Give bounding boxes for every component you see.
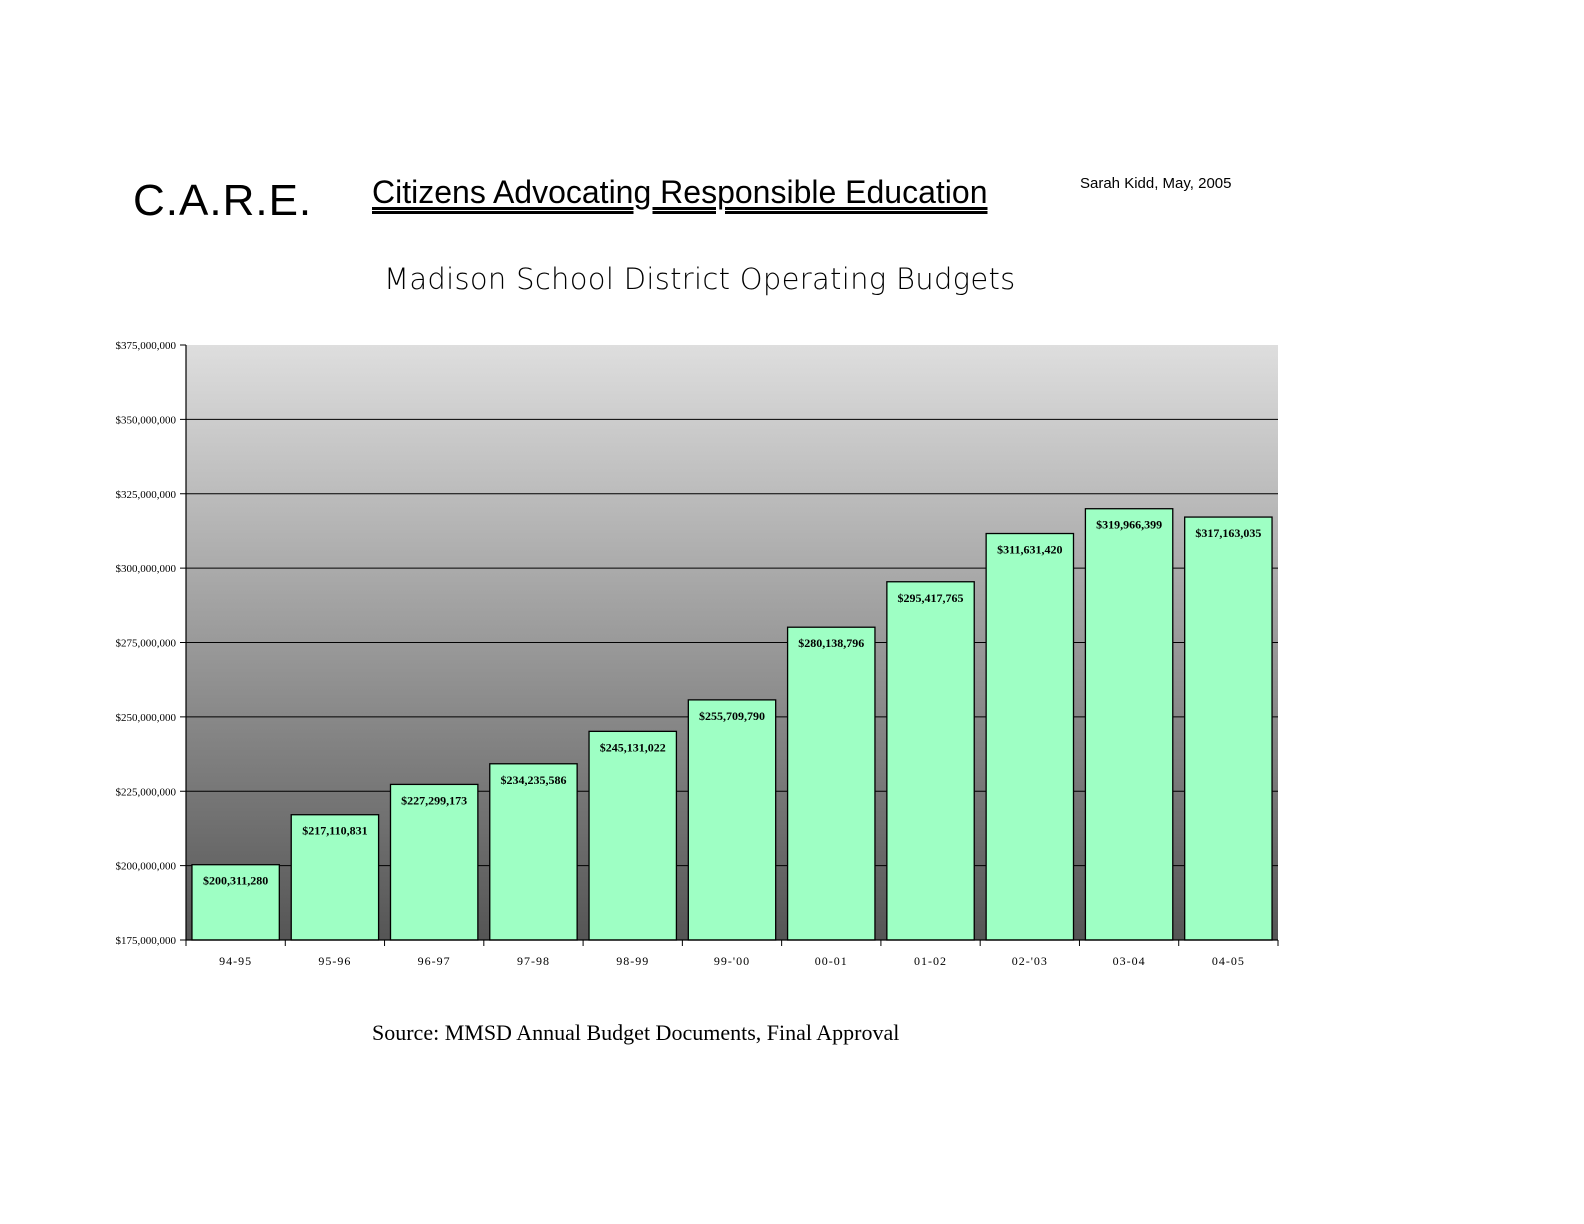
data-label: $311,631,420 [997,543,1062,557]
data-label: $234,235,586 [500,773,566,787]
y-tick-label: $275,000,000 [116,638,177,650]
bar [786,626,876,941]
bar [1084,508,1174,941]
x-tick-label: 98-99 [616,954,649,968]
y-tick-label: $250,000,000 [116,712,177,724]
data-label: $245,131,022 [600,740,666,754]
data-label: $317,163,035 [1195,526,1261,540]
x-tick-label: 04-05 [1212,954,1245,968]
x-tick-label: 01-02 [914,954,947,968]
x-tick-label: 03-04 [1113,954,1146,968]
data-label: $255,709,790 [699,709,765,723]
y-tick-label: $325,000,000 [116,489,177,501]
bar [1184,516,1273,941]
chart-title: Madison School District Operating Budget… [384,262,1016,296]
x-tick-label: 97-98 [517,954,550,968]
author-date: Sarah Kidd, May, 2005 [1080,175,1232,192]
x-tick-label: 96-97 [418,954,451,968]
x-tick-label: 99-'00 [714,954,750,968]
x-tick-label: 02-'03 [1012,954,1048,968]
y-tick-label: $375,000,000 [116,340,177,352]
x-tick-label: 94-95 [219,954,252,968]
source-note: Source: MMSD Annual Budget Documents, Fi… [372,1020,900,1045]
y-tick-label: $225,000,000 [116,786,177,798]
org-full-name: Citizens Advocating Responsible Educatio… [372,174,988,210]
y-tick-label: $200,000,000 [116,861,177,873]
bar [489,763,578,941]
org-acronym: C.A.R.E. [133,176,313,225]
data-label: $319,966,399 [1096,518,1162,532]
data-label: $227,299,173 [401,793,467,807]
data-label: $200,311,280 [203,874,268,888]
y-tick-label: $175,000,000 [116,935,177,947]
y-tick-label: $350,000,000 [116,414,177,426]
y-tick-label: $300,000,000 [116,563,177,575]
x-tick-label: 00-01 [815,954,848,968]
bar [191,864,280,941]
bar [687,699,777,941]
bar [588,730,678,941]
bar [389,783,479,941]
bar [290,814,380,941]
x-tick-label: 95-96 [318,954,351,968]
data-label: $217,110,831 [302,824,367,838]
data-label: $280,138,796 [798,636,864,650]
data-label: $295,417,765 [898,591,964,605]
bar [886,581,975,941]
bar [985,532,1075,941]
